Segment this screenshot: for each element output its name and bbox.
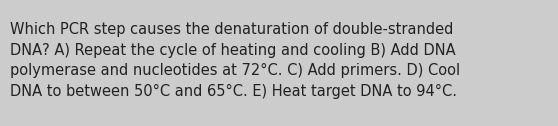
Text: Which PCR step causes the denaturation of double-stranded
DNA? A) Repeat the cyc: Which PCR step causes the denaturation o… <box>10 22 460 99</box>
